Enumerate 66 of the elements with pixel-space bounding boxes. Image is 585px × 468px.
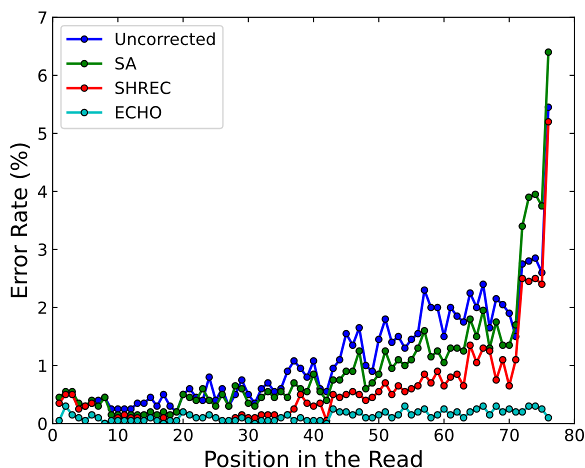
point	[532, 274, 540, 282]
point	[460, 382, 468, 390]
x-tick-label: 30	[239, 428, 258, 442]
x-axis-title: Position in the Read	[206, 450, 422, 468]
point	[310, 402, 318, 410]
y-tick-label: 0	[38, 418, 47, 430]
point	[55, 399, 63, 407]
point	[479, 344, 487, 352]
y-tick-label: 5	[38, 128, 46, 140]
x-tick-label: 50	[369, 428, 388, 442]
y-tick-label: 3	[38, 243, 46, 256]
y-tick-label: 4	[38, 186, 47, 198]
point	[434, 368, 442, 376]
point	[375, 388, 383, 396]
point	[316, 399, 324, 407]
x-tick-label: 0	[48, 428, 57, 442]
point	[544, 118, 552, 126]
point	[492, 376, 500, 384]
point	[355, 390, 363, 398]
point	[420, 370, 428, 378]
point	[362, 396, 370, 404]
point	[342, 390, 350, 398]
point	[505, 382, 513, 390]
point	[368, 394, 376, 402]
point	[74, 405, 82, 413]
legend-label: Uncorrected	[116, 32, 215, 46]
x-tick-label: 80	[564, 428, 584, 442]
y-tick-label: 1	[39, 360, 46, 372]
y-tick-label: 7	[38, 11, 46, 24]
point	[486, 347, 494, 355]
point	[336, 394, 344, 402]
point	[382, 379, 390, 387]
point	[472, 358, 480, 366]
point	[453, 370, 461, 378]
point	[414, 382, 422, 390]
x-tick-label: 60	[434, 428, 454, 442]
point	[498, 356, 506, 364]
point	[348, 388, 356, 396]
legend-label: SHREC	[115, 82, 170, 94]
point	[290, 405, 298, 413]
point	[446, 373, 454, 381]
legend-label: SA	[115, 57, 136, 70]
x-tick-label: 20	[174, 428, 193, 442]
x-tick-label: 40	[304, 428, 324, 442]
point	[329, 390, 337, 398]
point	[68, 390, 76, 398]
x-tick-label: 70	[500, 428, 519, 442]
point	[394, 382, 402, 390]
point	[401, 388, 409, 396]
y-tick-label: 6	[38, 69, 47, 82]
y-axis-title: Error Rate (%)	[10, 143, 30, 298]
y-tick-label: 2	[38, 301, 46, 314]
point	[296, 390, 304, 398]
point	[62, 390, 70, 398]
point	[466, 341, 474, 349]
point	[512, 356, 520, 364]
point	[427, 379, 435, 387]
x-tick-label: 10	[109, 428, 128, 442]
point	[408, 384, 416, 392]
point	[303, 399, 311, 407]
point	[518, 274, 526, 282]
point	[538, 280, 546, 288]
legend-label: ECHO	[116, 106, 162, 119]
point	[388, 390, 396, 398]
point	[440, 382, 448, 390]
point	[525, 278, 533, 286]
